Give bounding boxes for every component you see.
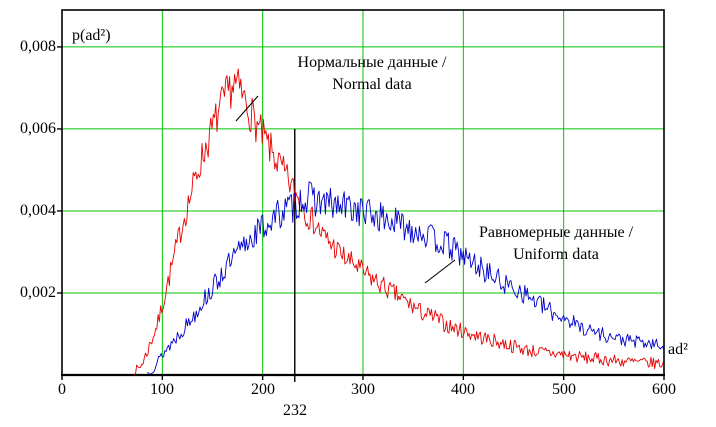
annotation-uniform-data: Равномерные данные / Uniform data [431, 222, 681, 266]
y-tick-label: 0,006 [20, 120, 56, 137]
x-tick-label: 600 [652, 381, 676, 398]
annotation-normal-line1: Нормальные данные / [297, 54, 447, 71]
marker-value-label: 232 [283, 402, 307, 419]
x-tick-label: 0 [58, 381, 66, 398]
x-tick-label: 100 [150, 381, 174, 398]
x-axis-title: ad² [668, 341, 688, 358]
series-uniform-curve [147, 181, 665, 375]
x-tick-label: 300 [351, 381, 375, 398]
y-tick-label: 0,002 [20, 284, 56, 301]
y-axis-title: p(ad²) [72, 27, 111, 44]
x-tick-label: 400 [451, 381, 475, 398]
x-tick-label: 500 [552, 381, 576, 398]
series-normal-curve [134, 68, 664, 375]
annotation-leader-lines [235, 95, 456, 284]
annotation-normal-data: Нормальные данные / Normal data [247, 52, 497, 96]
y-tick-label: 0,008 [20, 38, 56, 55]
x-tick-label: 200 [251, 381, 275, 398]
annotation-uniform-line1: Равномерные данные / [478, 224, 634, 241]
annotation-normal-line2: Normal data [332, 76, 412, 93]
axes [57, 9, 665, 380]
annotation-uniform-line2: Uniform data [513, 246, 599, 263]
y-tick-label: 0,004 [20, 202, 56, 219]
